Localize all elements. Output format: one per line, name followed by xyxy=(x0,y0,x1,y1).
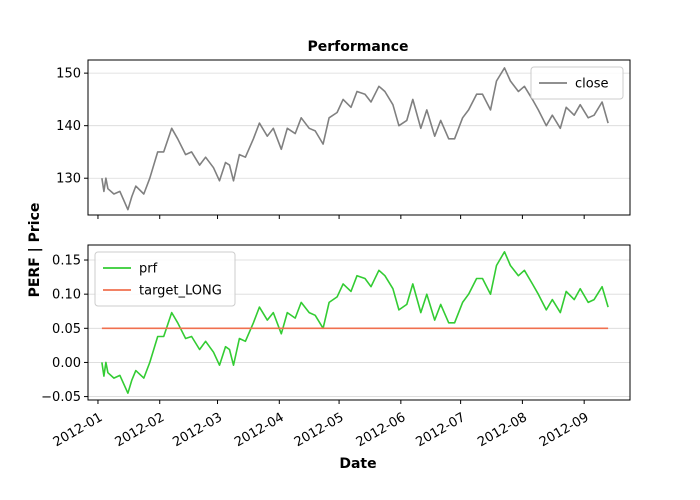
x-tick-label: 2012-09 xyxy=(537,410,592,450)
performance-legend: prf target_LONG xyxy=(94,251,236,307)
legend-label: prf xyxy=(139,262,158,277)
performance-plot-frame xyxy=(87,244,631,401)
x-tick-label: 2012-06 xyxy=(354,410,409,450)
y-tick-label: 0.05 xyxy=(52,322,81,337)
x-tick-label: 2012-07 xyxy=(413,410,468,450)
price-plot-frame xyxy=(87,59,631,216)
y-tick-label: 0.10 xyxy=(52,288,81,303)
y-tick-label: 0.15 xyxy=(52,254,81,269)
price-legend: close xyxy=(530,66,624,100)
legend-label: target_LONG xyxy=(139,284,222,299)
performance-panel: −0.050.000.050.100.15 2012-01 2012-02 2012… xyxy=(41,244,631,472)
y-tick-label: 150 xyxy=(56,67,81,82)
legend-box xyxy=(94,251,236,307)
series-line-prf xyxy=(101,251,609,395)
y-axis-title: PERF | Price xyxy=(27,203,43,298)
x-tick-label: 2012-03 xyxy=(170,410,225,450)
x-tick-label: 2012-02 xyxy=(113,410,168,450)
legend-box xyxy=(530,66,624,100)
y-tick-label: 130 xyxy=(56,172,81,187)
x-tick-label: 2012-08 xyxy=(475,410,530,450)
x-axis-title: Date xyxy=(339,456,376,472)
chart-title: Performance xyxy=(307,39,408,55)
legend-label: close xyxy=(575,77,608,92)
x-tick-label: 2012-01 xyxy=(51,410,106,450)
x-tick-label: 2012-05 xyxy=(292,410,347,450)
x-tick-label: 2012-04 xyxy=(232,410,287,450)
y-tick-label: −0.05 xyxy=(41,390,81,405)
y-tick-label: 140 xyxy=(56,119,81,134)
price-panel: Performance 130 140 150 close xyxy=(56,39,631,219)
series-line-close xyxy=(101,67,609,211)
y-tick-label: 0.00 xyxy=(52,356,81,371)
